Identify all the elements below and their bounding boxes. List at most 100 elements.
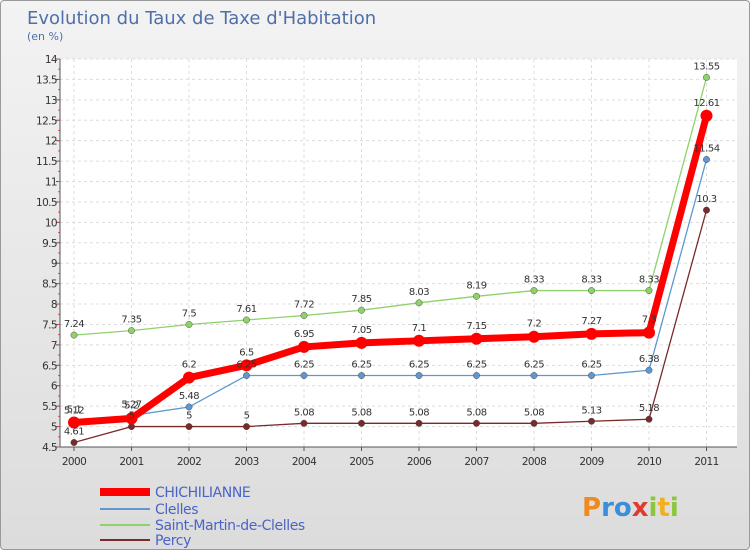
data-label: 6.2 (182, 360, 197, 371)
legend-label: CHICHILIANNE (155, 485, 250, 501)
logo-text: Proxiti (582, 493, 679, 523)
data-label: 5 (244, 411, 250, 422)
data-label: 6.25 (294, 360, 314, 371)
logo-letter: P (582, 493, 601, 523)
data-point (415, 372, 423, 379)
data-label: 6.25 (466, 360, 486, 371)
x-tick-label: 2007 (464, 456, 488, 468)
data-point (415, 299, 423, 307)
data-label: 8.03 (409, 287, 429, 298)
data-point (183, 371, 195, 384)
y-tick-label: 5.5 (42, 401, 57, 413)
series-group (68, 73, 713, 446)
data-label: 8.19 (466, 280, 486, 291)
data-label: 5.08 (351, 407, 371, 418)
logo-letter: o (614, 493, 632, 523)
data-label: 7.24 (64, 319, 84, 330)
data-point (585, 327, 598, 340)
x-tick-label: 2006 (407, 456, 432, 468)
data-point (185, 403, 193, 411)
series-line (73, 114, 710, 426)
y-tick-label: 7.5 (42, 319, 57, 331)
data-point (528, 330, 540, 343)
y-tick-label: 11 (45, 177, 57, 189)
data-point (300, 372, 308, 379)
x-tick-label: 2009 (579, 456, 603, 468)
y-tick-label: 6 (51, 381, 58, 393)
data-label: 6.95 (294, 329, 314, 340)
data-label: 7.1 (412, 323, 427, 334)
data-label: 11.54 (693, 143, 719, 154)
series-line (73, 209, 708, 444)
y-tick-label: 10.5 (36, 197, 57, 209)
data-labels: 7.24 7.357.5 7.61 7.72 7.858.038.198.33 8.33 8… (64, 61, 720, 437)
data-label: 7.2 (527, 319, 542, 330)
data-point (530, 372, 538, 379)
logo-letter: t (657, 493, 669, 523)
y-tick-label: 7 (51, 340, 57, 352)
y-tick-label: 10 (45, 217, 57, 229)
data-label: 5.08 (524, 407, 544, 418)
data-label: 6.25 (524, 360, 544, 371)
chart-title: Evolution du Taux de Taxe d'Habitation (27, 8, 376, 29)
data-label: 5.27 (121, 400, 141, 411)
logo-letter: r (601, 493, 614, 523)
y-tick-label: 4.5 (42, 442, 57, 454)
data-label: 5 (186, 411, 192, 422)
y-tick-label: 8 (51, 299, 57, 311)
data-point (300, 312, 308, 319)
data-point (703, 156, 710, 163)
data-point (243, 372, 250, 379)
y-tick-label: 9 (51, 258, 57, 270)
data-point (70, 439, 78, 446)
data-label: 13.55 (693, 61, 719, 72)
data-point (298, 340, 310, 353)
data-point (588, 417, 595, 425)
data-point (588, 372, 595, 379)
data-label: 7.85 (351, 294, 371, 305)
x-tick-label: 2008 (522, 456, 546, 468)
data-label: 6.25 (581, 360, 601, 371)
y-tick-label: 12.5 (36, 115, 57, 127)
data-label: 10.3 (696, 194, 716, 205)
data-label: 8.33 (524, 275, 544, 286)
data-point (243, 423, 250, 430)
y-tick-label: 11.5 (36, 156, 57, 168)
data-label: 5.13 (581, 405, 601, 416)
y-tick-label: 6.5 (42, 360, 57, 372)
data-point (240, 359, 253, 372)
data-label: 5.2 (124, 400, 139, 411)
data-point (300, 419, 308, 427)
x-tick-label: 2003 (234, 456, 258, 468)
data-point (530, 287, 538, 294)
data-point (358, 372, 365, 379)
data-point (703, 206, 710, 214)
data-label: 7.05 (351, 325, 371, 336)
data-point (700, 109, 713, 122)
x-tick-label: 2005 (349, 456, 373, 468)
data-point (358, 306, 365, 314)
x-tick-label: 2002 (177, 456, 201, 468)
data-point (645, 415, 653, 423)
data-label: 8.33 (639, 275, 659, 286)
y-tick-label: 8.5 (42, 279, 57, 291)
data-point (413, 334, 425, 347)
logo-letter: i (670, 493, 679, 523)
data-point (355, 336, 368, 349)
data-label: 7.3 (642, 315, 657, 326)
logo-letter: x (632, 493, 649, 523)
data-label: 7.15 (466, 321, 486, 332)
data-point (530, 419, 538, 427)
x-tick-label: 2004 (292, 456, 317, 468)
proxiti-logo: Proxiti (582, 493, 679, 523)
data-point (185, 423, 193, 430)
logo-letter: i (649, 493, 658, 523)
data-label: 6.25 (409, 360, 429, 371)
data-point (473, 292, 480, 300)
data-point (473, 372, 480, 379)
y-tick-label: 13 (45, 95, 57, 107)
grid (60, 58, 737, 448)
y-tick-label: 12 (45, 136, 57, 148)
y-tick-label: 13.5 (36, 74, 57, 86)
legend-label: Percy (155, 533, 191, 549)
